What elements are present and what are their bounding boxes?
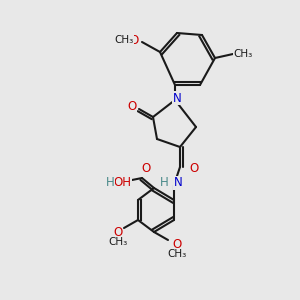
Text: OH: OH <box>113 176 131 188</box>
Text: O: O <box>141 161 151 175</box>
Text: CH₃: CH₃ <box>114 35 134 45</box>
Text: H: H <box>160 176 168 190</box>
Text: H: H <box>106 176 114 188</box>
Text: CH₃: CH₃ <box>108 237 128 247</box>
Text: N: N <box>172 92 182 104</box>
Text: O: O <box>189 163 199 176</box>
Text: CH₃: CH₃ <box>233 49 253 59</box>
Text: CH₃: CH₃ <box>167 249 187 259</box>
Text: O: O <box>129 34 139 46</box>
Text: N: N <box>174 176 182 190</box>
Text: O: O <box>128 100 136 112</box>
Text: O: O <box>113 226 123 238</box>
Text: O: O <box>172 238 182 250</box>
